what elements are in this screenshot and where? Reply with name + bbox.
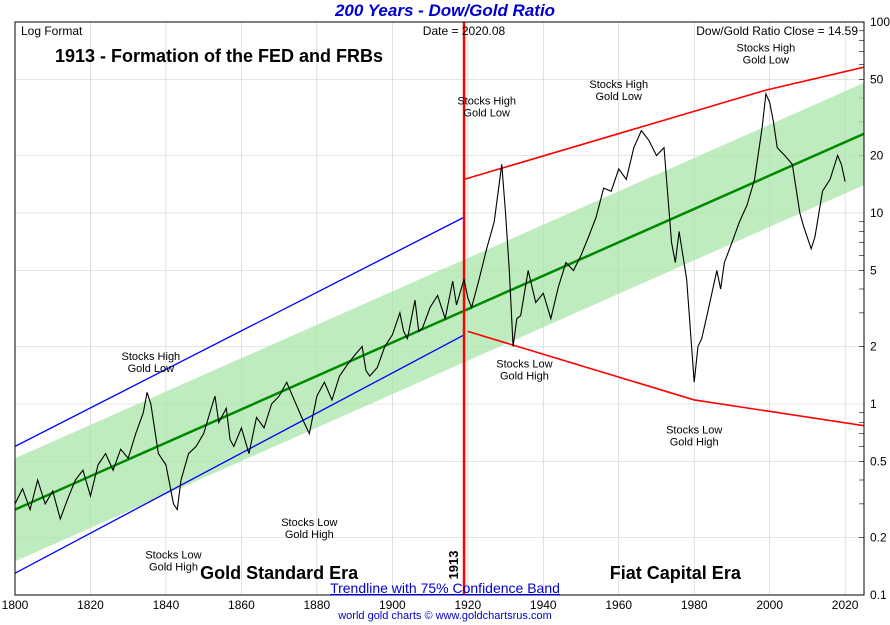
y-tick-label: 50 [870,72,884,86]
era-fiat: Fiat Capital Era [610,563,742,583]
x-tick-label: 1840 [153,598,180,612]
y-tick-label: 2 [870,340,877,354]
dow-gold-chart: 200 Years - Dow/Gold Ratio 1800 1820 1840 18… [0,0,890,625]
peak-trough-label: Gold High [670,437,719,449]
peak-trough-label: Stocks High [589,79,648,91]
peak-trough-label: Gold Low [595,91,642,103]
x-tick-label: 1800 [2,598,29,612]
peak-trough-label: Stocks High [457,95,516,107]
trendline [15,134,864,510]
peak-trough-label: Stocks Low [496,359,552,371]
footer-trendline-link[interactable]: Trendline with 75% Confidence Band [330,580,560,596]
peak-trough-label: Gold High [149,562,198,574]
y-tick-label: 0.5 [870,454,887,468]
x-tick-label: 1980 [681,598,708,612]
y-tick-label: 20 [870,149,884,163]
peak-trough-label: Gold High [285,529,334,541]
peak-trough-label: Stocks High [121,351,180,363]
y-tick-label: 10 [870,206,884,220]
x-tick-label: 1960 [605,598,632,612]
x-tick-label: 2020 [832,598,859,612]
peak-trough-label: Stocks Low [666,425,722,437]
peak-trough-label: Gold Low [128,363,175,375]
header-date: Date = 2020.08 [423,24,506,38]
x-tick-label: 1820 [77,598,104,612]
fed-annotation: 1913 - Formation of the FED and FRBs [55,46,383,66]
peak-trough-label: Stocks High [737,43,796,55]
x-tick-label: 1860 [228,598,255,612]
header-log-format: Log Format [21,24,83,38]
y-tick-label: 0.1 [870,588,887,602]
peak-trough-label: Stocks Low [281,517,337,529]
x-tick-label: 1880 [304,598,331,612]
peak-trough-label: Gold High [500,371,549,383]
year-1913-label: 1913 [446,551,461,580]
peak-trough-label: Stocks Low [145,550,201,562]
y-tick-label: 5 [870,263,877,277]
peak-trough-label: Gold Low [463,107,510,119]
footer-copyright: world gold charts © www.goldchartsrus.co… [337,610,552,622]
x-tick-label: 2000 [756,598,783,612]
chart-title: 200 Years - Dow/Gold Ratio [334,1,555,20]
y-tick-label: 100 [870,15,890,29]
y-tick-label: 0.2 [870,531,887,545]
peak-trough-label: Gold Low [743,55,790,67]
y-tick-label: 1 [870,397,877,411]
header-close: Dow/Gold Ratio Close = 14.59 [696,24,858,38]
